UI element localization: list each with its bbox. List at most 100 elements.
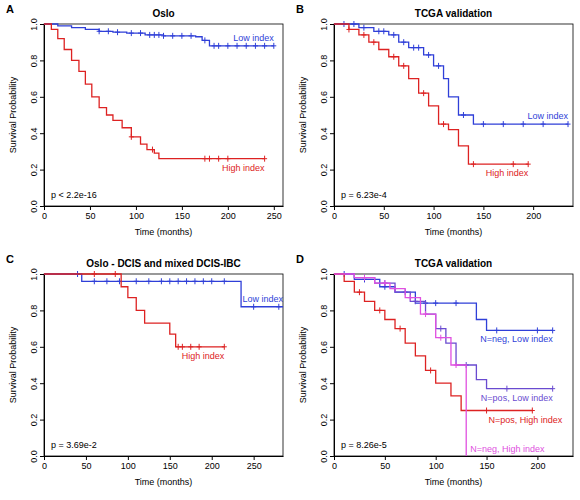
series-label: Low index — [527, 111, 568, 121]
censor-mark — [382, 280, 387, 286]
y-tick-label: 0.4 — [319, 377, 329, 390]
y-tick: 0.4 — [319, 377, 334, 390]
censor-mark — [179, 33, 184, 39]
y-axis: 0.00.20.40.60.81.0 — [29, 18, 45, 213]
x-tick: 100 — [429, 456, 444, 471]
censor-mark — [535, 327, 540, 333]
censor-mark — [197, 344, 202, 350]
censor-mark — [484, 408, 489, 414]
censor-mark — [146, 278, 151, 284]
y-tick-label: 1.0 — [29, 18, 39, 31]
panel-label: D — [296, 253, 304, 265]
x-tick-label: 50 — [85, 211, 95, 221]
x-axis-title: Time (months) — [135, 227, 193, 237]
survival-curve — [44, 274, 224, 347]
censor-mark — [521, 121, 526, 127]
y-tick-mark — [330, 347, 334, 348]
series-label: High index — [222, 163, 265, 173]
censor-mark — [207, 156, 212, 162]
plot-area — [44, 271, 283, 350]
x-axis-title: Time (months) — [425, 477, 483, 487]
x-tick-mark — [483, 206, 484, 210]
x-tick: 50 — [379, 206, 389, 221]
y-tick-label: 0.4 — [319, 127, 329, 140]
censor-mark — [494, 327, 499, 333]
censor-mark — [436, 63, 441, 69]
panel-label: A — [6, 3, 14, 15]
censor-mark — [216, 156, 221, 162]
x-axis-title: Time (months) — [425, 227, 483, 237]
y-tick: 1.0 — [29, 18, 44, 31]
x-tick-mark — [44, 206, 45, 210]
censor-mark — [253, 43, 258, 49]
plot-frame — [44, 274, 283, 456]
y-tick: 0.8 — [319, 305, 334, 318]
chart-title: TCGA validation — [415, 8, 492, 19]
censor-mark — [541, 121, 546, 127]
censor-mark — [413, 298, 418, 304]
censor-mark — [357, 289, 362, 295]
censor-mark — [441, 121, 446, 127]
series-label: High index — [486, 168, 529, 178]
y-tick-mark — [40, 456, 44, 457]
censor-mark — [152, 32, 157, 38]
y-tick-label: 0.0 — [319, 200, 329, 213]
survival-curve — [44, 24, 274, 46]
censor-mark — [167, 278, 172, 284]
y-tick-mark — [330, 206, 334, 207]
x-tick-label: 100 — [129, 211, 144, 221]
survival-curve — [334, 274, 466, 456]
y-tick-label: 0.8 — [29, 305, 39, 318]
censor-mark — [129, 30, 134, 36]
censor-mark — [438, 326, 443, 332]
x-tick: 50 — [380, 456, 390, 471]
x-tick-label: 100 — [427, 211, 442, 221]
x-tick-label: 0 — [42, 211, 47, 221]
x-tick-mark — [182, 206, 183, 210]
x-tick-mark — [128, 456, 129, 460]
censor-mark — [251, 304, 256, 310]
y-tick: 0.2 — [29, 414, 44, 427]
censor-mark — [92, 271, 97, 277]
y-tick-mark — [40, 310, 44, 311]
censor-mark — [382, 280, 387, 286]
panel: 0501001502002500.00.20.40.60.81.0Low ind… — [6, 253, 284, 487]
x-tick-label: 200 — [526, 211, 541, 221]
censor-mark — [526, 161, 531, 167]
x-tick-label: 100 — [121, 461, 136, 471]
x-tick-mark — [212, 456, 213, 460]
censor-mark — [421, 90, 426, 96]
censor-mark — [225, 43, 230, 49]
x-tick-label: 150 — [163, 461, 178, 471]
x-tick: 100 — [427, 206, 442, 221]
chart-title: Oslo - DCIS and mixed DCIS-IBC — [86, 258, 240, 269]
y-tick-mark — [330, 60, 334, 61]
x-tick: 50 — [85, 206, 95, 221]
y-tick: 0.2 — [319, 414, 334, 427]
censor-mark — [401, 63, 406, 69]
censor-mark — [104, 278, 109, 284]
y-tick-mark — [40, 133, 44, 134]
x-tick-mark — [533, 206, 534, 210]
plot-area — [334, 21, 571, 167]
x-tick-mark — [537, 456, 538, 460]
y-tick: 0.0 — [29, 450, 44, 463]
x-tick: 150 — [175, 206, 190, 221]
y-tick-mark — [330, 456, 334, 457]
x-axis: 050100150200 — [332, 456, 574, 471]
y-tick-label: 0.8 — [29, 55, 39, 68]
x-axis: 050100150200250 — [42, 206, 284, 221]
y-tick-label: 0.6 — [319, 91, 329, 104]
censor-mark — [511, 161, 516, 167]
censor-mark — [454, 362, 459, 368]
censor-mark — [530, 408, 535, 414]
censor-mark — [180, 344, 185, 350]
plot-frame — [334, 24, 573, 206]
y-tick-label: 0.8 — [319, 305, 329, 318]
y-tick-mark — [40, 347, 44, 348]
y-tick-label: 0.4 — [29, 377, 39, 390]
series-label: Low index — [233, 33, 274, 43]
censor-mark — [129, 134, 134, 140]
x-tick: 150 — [163, 456, 178, 471]
censor-mark — [138, 30, 143, 36]
